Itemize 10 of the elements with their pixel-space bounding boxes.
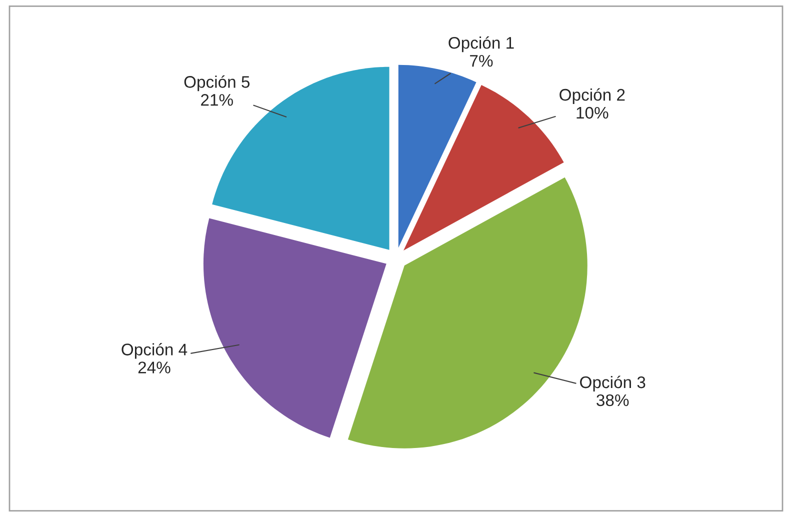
data-label: 7%: [470, 55, 493, 67]
slice-label: Opción 5: [184, 75, 250, 92]
slice-label: Opción 3: [580, 376, 646, 392]
data-label: 21%: [201, 94, 233, 106]
slice-label: Opción 1: [448, 36, 514, 52]
slice-label: Opción 4: [122, 343, 188, 359]
data-label: 10%: [576, 106, 608, 119]
slice-label: Opción 2: [560, 88, 625, 104]
data-label: 38%: [596, 394, 629, 406]
data-label: 24%: [138, 362, 170, 374]
